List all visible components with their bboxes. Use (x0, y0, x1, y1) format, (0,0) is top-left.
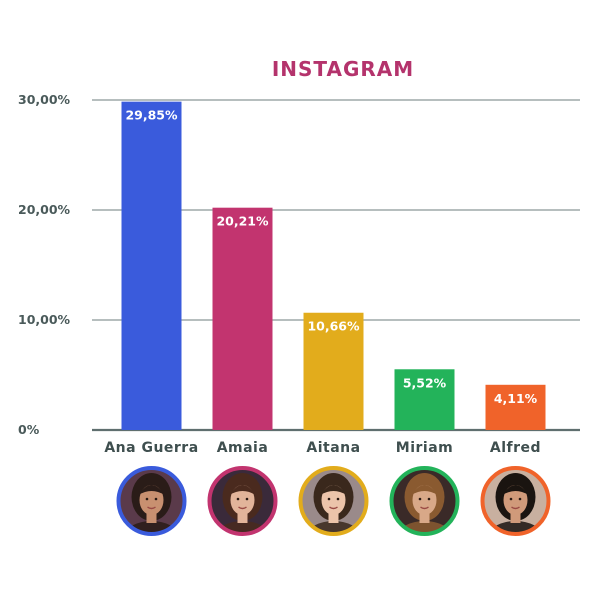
avatar (389, 466, 460, 536)
y-tick-label: 10,00% (18, 312, 71, 327)
category-label: Amaia (217, 440, 269, 456)
category-label: Alfred (490, 440, 541, 456)
data-label: 4,11% (494, 391, 538, 406)
bar (485, 384, 546, 430)
category-label: Aitana (306, 440, 360, 456)
category-label: Miriam (396, 440, 453, 456)
chart-title: INSTAGRAM (272, 57, 414, 81)
data-label: 5,52% (403, 375, 447, 390)
bars: 29,85% Ana Guerra 20,21% Amaia 10,66% Aitana 5… (104, 101, 546, 456)
data-label: 10,66% (307, 319, 360, 334)
y-tick-label: 20,00% (18, 202, 71, 217)
avatar (116, 466, 187, 536)
data-label: 29,85% (125, 108, 178, 123)
data-label: 20,21% (216, 214, 269, 229)
bar (394, 369, 455, 430)
avatar (480, 466, 551, 536)
avatars (116, 466, 551, 536)
y-tick-label: 0% (18, 422, 40, 437)
y-tick-label: 30,00% (18, 92, 71, 107)
avatar (298, 466, 369, 536)
avatar (207, 466, 278, 536)
bar (121, 101, 182, 431)
bar (212, 207, 273, 430)
bar (303, 312, 364, 430)
category-label: Ana Guerra (104, 440, 198, 456)
